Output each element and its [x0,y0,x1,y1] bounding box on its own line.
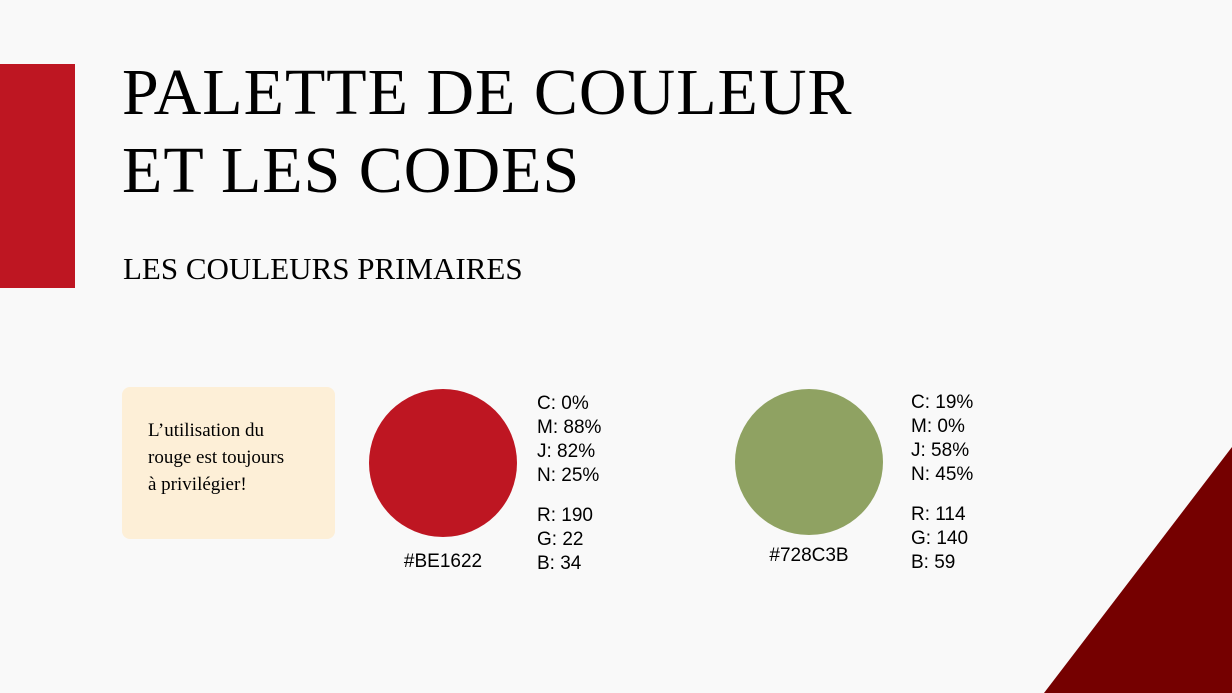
cmjn-c: C: 19% [911,392,974,413]
color-swatch-green [735,389,883,535]
color-codes-red: C: 0% M: 88% J: 82% N: 25% R: 190 G: 22 … [537,392,601,576]
note-callout: L’utilisation du rouge est toujours à pr… [122,387,335,539]
cmjn-m: M: 88% [537,417,602,438]
cmjn-n: N: 45% [911,464,974,485]
color-codes-green: C: 19% M: 0% J: 58% N: 45% R: 114 G: 140… [911,391,973,575]
cmjn-c: C: 0% [537,393,589,414]
cmjn-m: M: 0% [911,416,965,437]
rgb-b: B: 34 [537,553,582,574]
rgb-g: G: 140 [911,528,969,549]
title-line-1: PALETTE DE COULEUR [122,56,853,129]
title-line-2: ET LES CODES [122,134,581,207]
section-subtitle: LES COULEURS PRIMAIRES [123,251,523,286]
note-line-1: L’utilisation du [148,420,264,441]
cmjn-n: N: 25% [537,465,600,486]
hex-code-green: #728C3B [769,545,849,566]
color-swatch-red [369,389,517,537]
note-line-2: rouge est toujours [148,447,285,468]
note-text: L’utilisation du rouge est toujours à pr… [148,417,325,498]
decorative-triangle [1044,447,1232,693]
hex-code-red: #BE1622 [403,551,483,572]
note-line-3: à privilégier! [148,474,247,495]
rgb-r: R: 114 [911,504,966,525]
page-title: PALETTE DE COULEUR ET LES CODES [122,54,853,210]
decorative-red-bar [0,64,75,288]
rgb-r: R: 190 [537,505,593,526]
rgb-b: B: 59 [911,552,956,573]
cmjn-j: J: 82% [537,441,596,462]
cmjn-j: J: 58% [911,440,970,461]
rgb-g: G: 22 [537,529,584,550]
